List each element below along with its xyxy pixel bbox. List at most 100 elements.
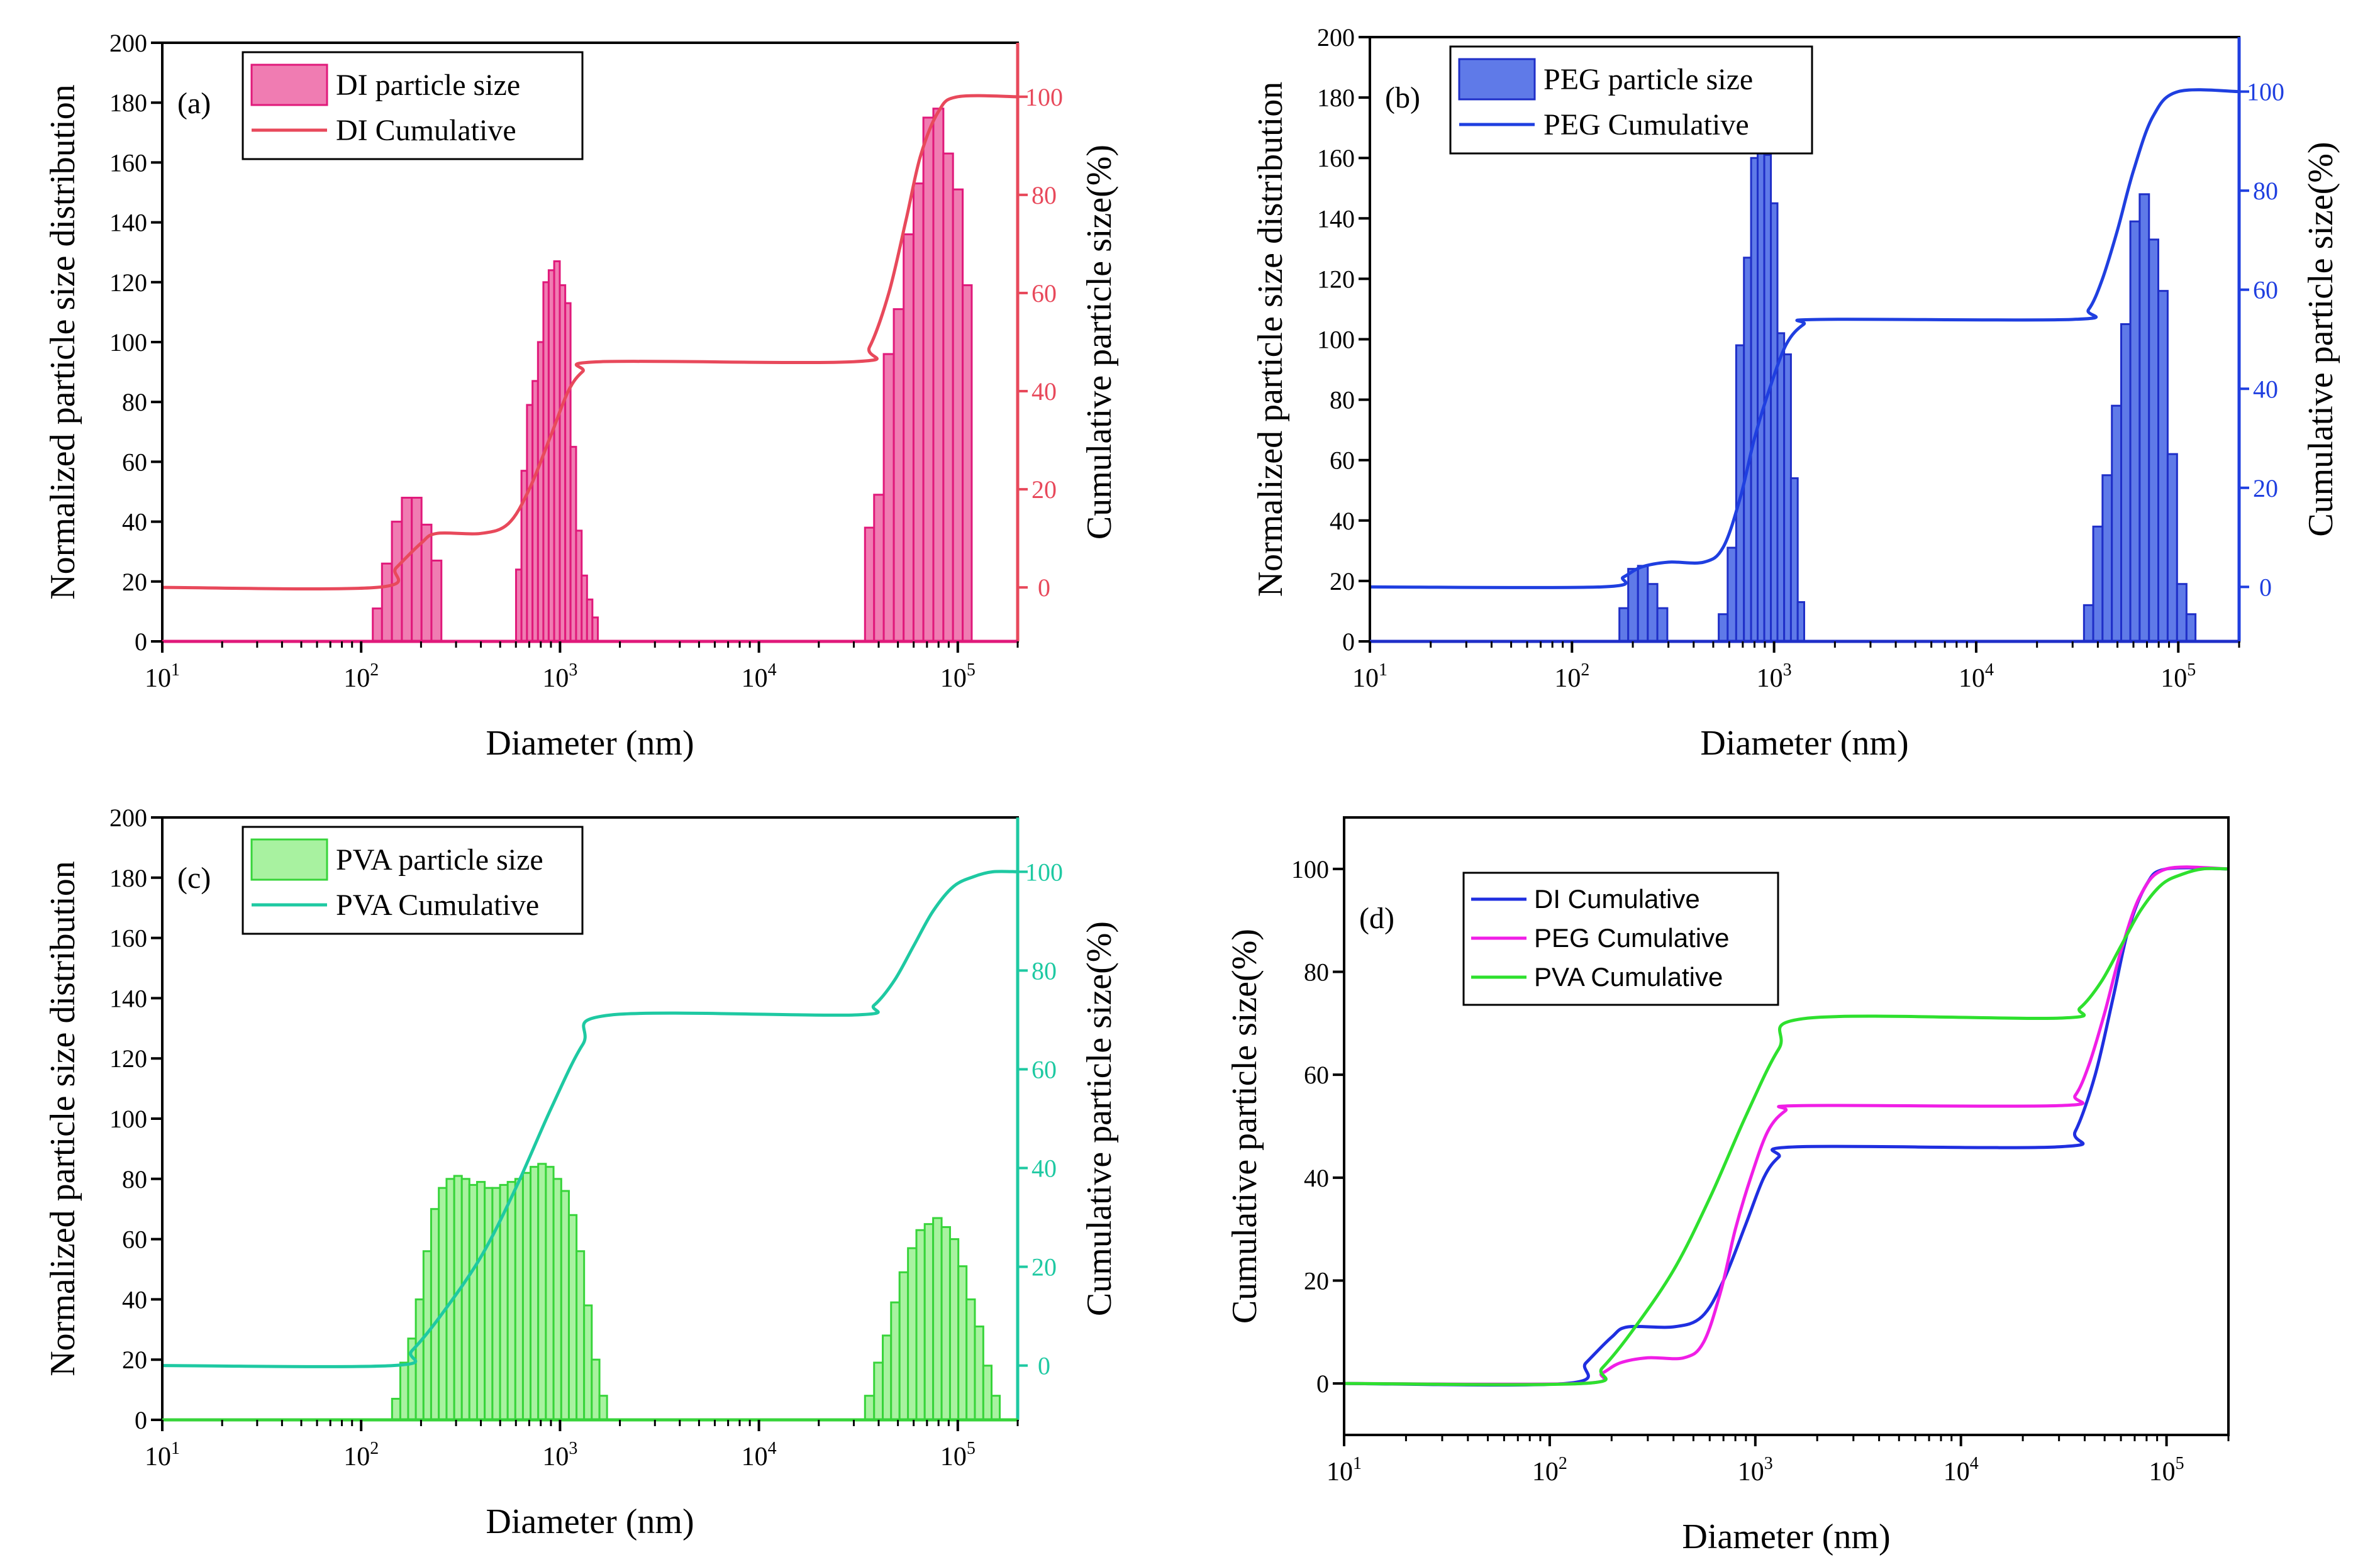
y-tick-label: 200 (109, 804, 147, 832)
y2-tick-label: 60 (1032, 1055, 1057, 1083)
y2-axis-label: Cumulative particle size(%) (1080, 921, 1119, 1316)
y-tick-label: 20 (1330, 567, 1355, 595)
bar (468, 1183, 478, 1421)
panel-label: (a) (177, 87, 211, 120)
x-tick-label: 102 (343, 1439, 379, 1471)
y2-tick-label: 100 (1025, 858, 1063, 886)
y-tick-label: 0 (135, 628, 147, 656)
bar (401, 497, 413, 643)
bar (1757, 130, 1766, 643)
chart-panel-d: 0 20 40 60 80 100 101 102 103 104 105 Diameter (nm)… (1225, 816, 2230, 1556)
y2-axis-label: Cumulative particle size(%) (1080, 145, 1119, 540)
x-axis-label: Diameter (nm) (486, 724, 694, 763)
bar (1637, 565, 1649, 643)
y-tick-label: 120 (109, 1044, 147, 1073)
y-tick-label: 80 (1330, 386, 1355, 414)
cumulative-line-di (1343, 866, 2229, 1387)
bar (484, 1187, 494, 1421)
y-tick-label: 200 (1317, 23, 1355, 52)
bar (922, 116, 935, 643)
bar (1770, 202, 1779, 643)
chart-panel-a: 0 20 40 60 80 100 120 140 160 180 200 0 20 40 60 80 100 1… (43, 29, 1119, 763)
bar (2092, 525, 2104, 643)
bar (942, 152, 954, 643)
bar (567, 1214, 578, 1421)
x-tick-label: 104 (742, 660, 777, 693)
y-tick-label: 40 (1330, 507, 1355, 535)
y2-axis-label: Cumulative particle size(%) (2301, 141, 2340, 536)
bar (438, 1187, 448, 1421)
bar (990, 1395, 1001, 1421)
bar (873, 1361, 884, 1421)
x-tick-label: 103 (1757, 660, 1792, 693)
bar (965, 1298, 976, 1421)
bar (576, 1250, 586, 1421)
bar (1776, 332, 1786, 643)
y2-tick-label: 60 (1032, 279, 1057, 307)
y2-tick-label: 100 (1025, 83, 1063, 111)
y-tick-label: 100 (1291, 855, 1329, 883)
y-tick-label: 160 (109, 148, 147, 177)
y-axis-label: Normalized particle size distribution (43, 861, 82, 1376)
x-tick-label: 105 (940, 660, 976, 693)
bar (873, 494, 885, 643)
y2-tick-label: 100 (2247, 78, 2284, 106)
x-tick-label: 102 (1554, 660, 1589, 693)
bar (890, 1301, 901, 1421)
y2-tick-label: 40 (1032, 1154, 1057, 1183)
cumulative-line-pva (1343, 867, 2229, 1387)
legend-swatch (250, 838, 328, 881)
bar (1656, 607, 1669, 643)
bar (506, 1181, 516, 1421)
y-tick-label: 40 (122, 508, 147, 536)
bar (2157, 290, 2169, 643)
bar (898, 1271, 909, 1421)
bar (411, 497, 423, 643)
y-tick-label: 60 (122, 448, 147, 476)
legend-entry: PVA Cumulative (1534, 962, 1723, 992)
y2-tick-label: 20 (2253, 474, 2278, 502)
y-axis-label: Normalized particle size distribution (1251, 82, 1290, 597)
y-tick-label: 180 (109, 864, 147, 892)
bar (1618, 607, 1630, 643)
y-tick-label: 200 (109, 29, 147, 57)
bar (521, 1171, 532, 1421)
bar (552, 1178, 562, 1421)
y2-tick-label: 80 (2253, 177, 2278, 205)
bar (864, 526, 876, 643)
y2-tick-label: 20 (1032, 1253, 1057, 1282)
y-tick-label: 100 (109, 328, 147, 357)
bar (598, 1395, 608, 1421)
bar (957, 1265, 968, 1421)
bar (1743, 257, 1752, 643)
y-tick-label: 0 (135, 1406, 147, 1434)
y-tick-label: 160 (109, 924, 147, 953)
y-tick-label: 80 (1304, 958, 1329, 987)
bar (2082, 604, 2094, 643)
bar (1783, 353, 1792, 643)
x-tick-label: 102 (343, 660, 379, 693)
bar (1789, 477, 1799, 643)
chart-panel-b: 0 20 40 60 80 100 120 140 160 180 200 0 20 40 60 80 100 1… (1251, 23, 2340, 763)
y-tick-label: 40 (122, 1285, 147, 1314)
bar (430, 559, 443, 643)
legend-entry: PVA Cumulative (336, 889, 539, 922)
bar (2101, 474, 2113, 643)
legend-entry: PEG Cumulative (1534, 923, 1729, 953)
y-tick-label: 80 (122, 1165, 147, 1193)
bar (948, 1238, 960, 1421)
y2-tick-label: 0 (2259, 573, 2272, 601)
y2-tick-label: 80 (1032, 956, 1057, 985)
bar (530, 1166, 540, 1421)
x-tick-label: 101 (145, 660, 180, 693)
bar (2166, 453, 2178, 643)
panel-label: (c) (177, 861, 211, 895)
bar (1627, 568, 1639, 643)
y2-tick-label: 80 (1032, 181, 1057, 209)
y-tick-label: 60 (122, 1226, 147, 1254)
bar (2129, 220, 2141, 643)
bar (460, 1178, 470, 1421)
y2-tick-label: 40 (1032, 377, 1057, 406)
y-tick-label: 160 (1317, 144, 1355, 172)
bar (399, 1361, 409, 1421)
